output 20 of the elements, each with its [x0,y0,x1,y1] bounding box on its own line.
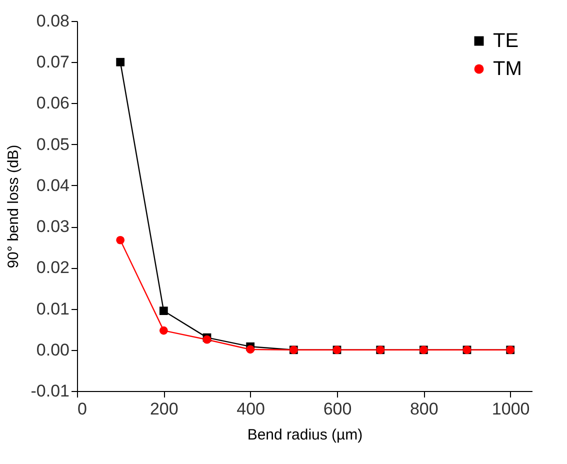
y-tick-label: 0.04 [36,176,70,195]
y-tick-label: 0.07 [36,52,70,72]
y-tick-label: -0.01 [30,382,70,400]
x-tick-label: 0 [78,400,87,418]
x-tick-label: 1000 [492,400,530,418]
y-tick-label: 0.00 [36,340,70,360]
y-tick-label: 0.01 [36,299,70,318]
x-tick-label: 400 [236,400,266,418]
legend-label: TE [493,30,519,52]
y-tick-label: 0.08 [36,12,70,30]
x-tick-label: 600 [323,400,352,418]
x-tick-label: 200 [150,400,178,418]
y-tick-label: 0.02 [36,258,70,278]
y-axis-title: 90° bend loss (dB) [4,144,22,268]
y-tick-label: 0.05 [36,134,70,154]
x-tick-label: 800 [410,400,438,418]
legend-label: TM [493,58,522,80]
y-tick-label: 0.06 [36,94,70,113]
x-axis-title: Bend radius (µm) [247,426,363,444]
y-tick-label: 0.03 [36,217,70,236]
